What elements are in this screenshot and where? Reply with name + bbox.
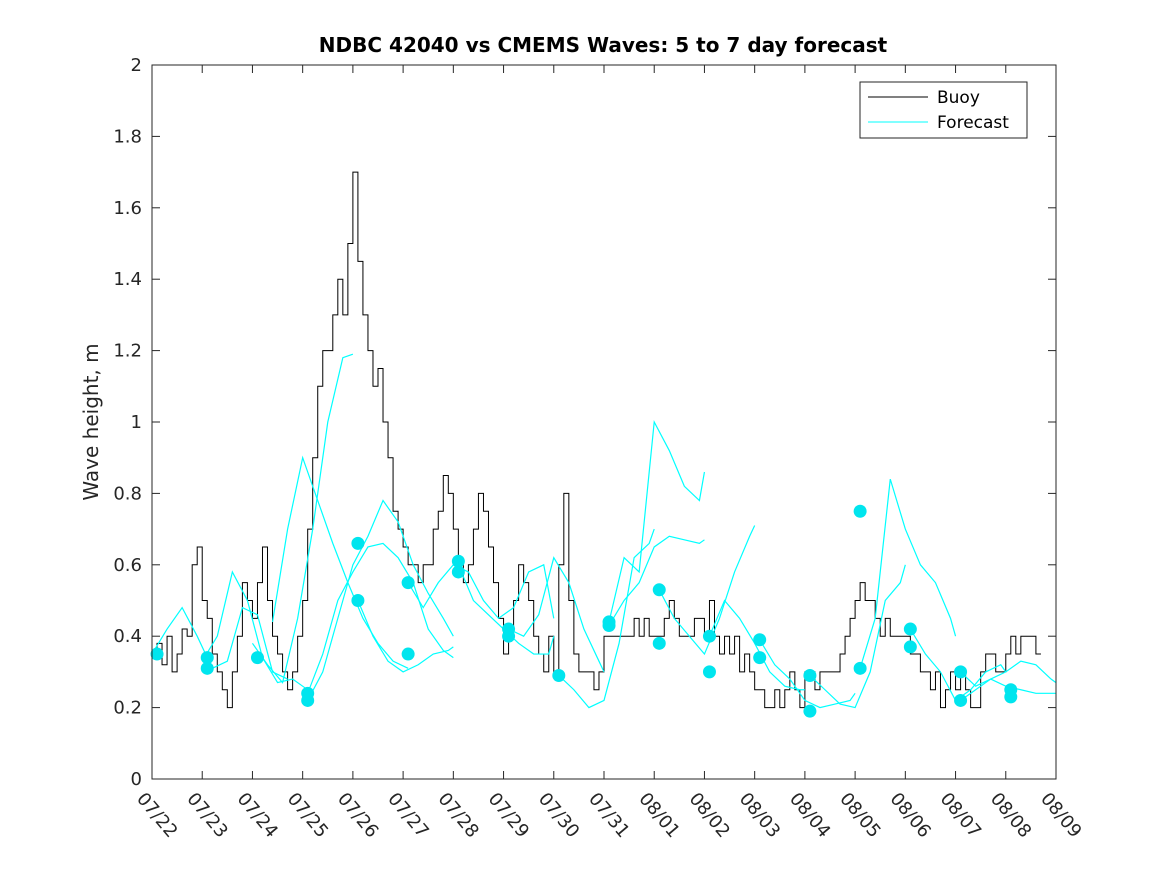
y-tick-label: 0.8 [113, 483, 142, 504]
forecast-marker [1004, 690, 1018, 704]
forecast-marker [853, 661, 867, 675]
series-line-forecast [307, 499, 454, 701]
y-tick-label: 1.6 [113, 198, 142, 219]
chart-title: NDBC 42040 vs CMEMS Waves: 5 to 7 day fo… [319, 33, 888, 57]
forecast-marker [451, 554, 465, 568]
y-tick-label: 1.2 [113, 341, 142, 362]
forecast-marker [351, 594, 365, 607]
legend-label-forecast: Forecast [937, 113, 1009, 133]
x-tick-label: 07/31 [584, 789, 633, 842]
forecast-marker [250, 651, 264, 665]
legend-label-buoy: Buoy [937, 88, 980, 108]
forecast-marker [150, 647, 164, 661]
series-line-forecast [960, 660, 1057, 687]
forecast-marker [401, 647, 415, 661]
series-line-forecast [251, 353, 354, 684]
forecast-marker [351, 536, 365, 550]
forecast-marker [502, 629, 516, 643]
forecast-marker [301, 693, 315, 707]
x-tick-label: 07/27 [383, 789, 432, 842]
x-tick-label: 07/23 [182, 789, 231, 842]
forecast-marker [702, 665, 716, 679]
y-tick-label: 2 [131, 55, 142, 76]
legend-box [859, 81, 1028, 139]
y-tick-label: 1 [131, 412, 142, 433]
x-tick-label: 08/07 [936, 789, 985, 842]
x-tick-label: 08/02 [685, 789, 734, 842]
forecast-marker [602, 618, 616, 632]
x-tick-label: 08/09 [1036, 789, 1085, 842]
x-tick-label: 08/04 [785, 789, 834, 842]
forecast-marker [702, 629, 716, 643]
x-tick-label: 07/24 [233, 789, 282, 842]
x-tick-label: 07/22 [132, 789, 181, 842]
series-line-forecast [809, 564, 906, 709]
series-line-forecast [859, 478, 957, 669]
forecast-marker [903, 640, 917, 654]
series-line-forecast [271, 455, 409, 669]
forecast-marker [853, 504, 867, 518]
x-tick-label: 07/30 [534, 789, 583, 842]
forecast-marker [954, 693, 968, 707]
x-tick-label: 07/26 [333, 789, 382, 842]
y-tick-label: 0.2 [113, 698, 142, 719]
x-tick-label: 08/03 [735, 789, 784, 842]
y-tick-label: 0 [131, 769, 142, 790]
forecast-marker [200, 661, 214, 675]
series-line-forecast [608, 419, 706, 623]
x-tick-label: 07/28 [434, 789, 483, 842]
series-line-forecast [307, 542, 454, 694]
forecast-marker [753, 633, 767, 647]
x-tick-label: 08/05 [835, 789, 884, 842]
legend: Buoy Forecast [859, 81, 1028, 139]
x-tick-label: 08/01 [634, 789, 683, 842]
series-line-forecast [407, 563, 555, 620]
y-tick-label: 1.4 [113, 269, 142, 290]
y-axis: 0 0.2 0.4 0.6 0.8 1 1.2 1.4 1.6 1.8 2 [113, 55, 1056, 790]
y-tick-label: 1.8 [113, 126, 142, 147]
series-line-forecast [558, 528, 655, 709]
y-axis-label: Wave height, m [79, 343, 103, 500]
x-tick-label: 08/06 [886, 789, 935, 842]
x-tick-label: 08/08 [986, 789, 1035, 842]
series-line-forecast [357, 600, 454, 673]
forecast-marker [753, 651, 767, 665]
forecast-marker [200, 651, 214, 665]
y-tick-label: 0.4 [113, 626, 142, 647]
forecast-marker [803, 704, 817, 718]
forecast-marker [954, 665, 968, 679]
series-line-forecast [759, 639, 856, 709]
forecast-marker [451, 565, 465, 579]
y-tick-label: 0.6 [113, 555, 142, 576]
series-line-forecast [608, 535, 705, 626]
forecast-marker [652, 636, 666, 650]
series-line-forecast [151, 606, 288, 680]
forecast-marker [401, 576, 415, 590]
forecast-marker [803, 668, 817, 682]
forecast-marker [903, 622, 917, 636]
x-tick-label: 07/25 [283, 789, 332, 842]
series-line-forecast [508, 556, 605, 673]
x-tick-label: 07/29 [484, 789, 533, 842]
plot-area [150, 171, 1057, 718]
x-axis: 07/22 07/23 07/24 07/25 07/26 07/27 07/28 07/29… [132, 65, 1086, 842]
forecast-marker [552, 668, 566, 682]
forecast-marker [652, 583, 666, 597]
